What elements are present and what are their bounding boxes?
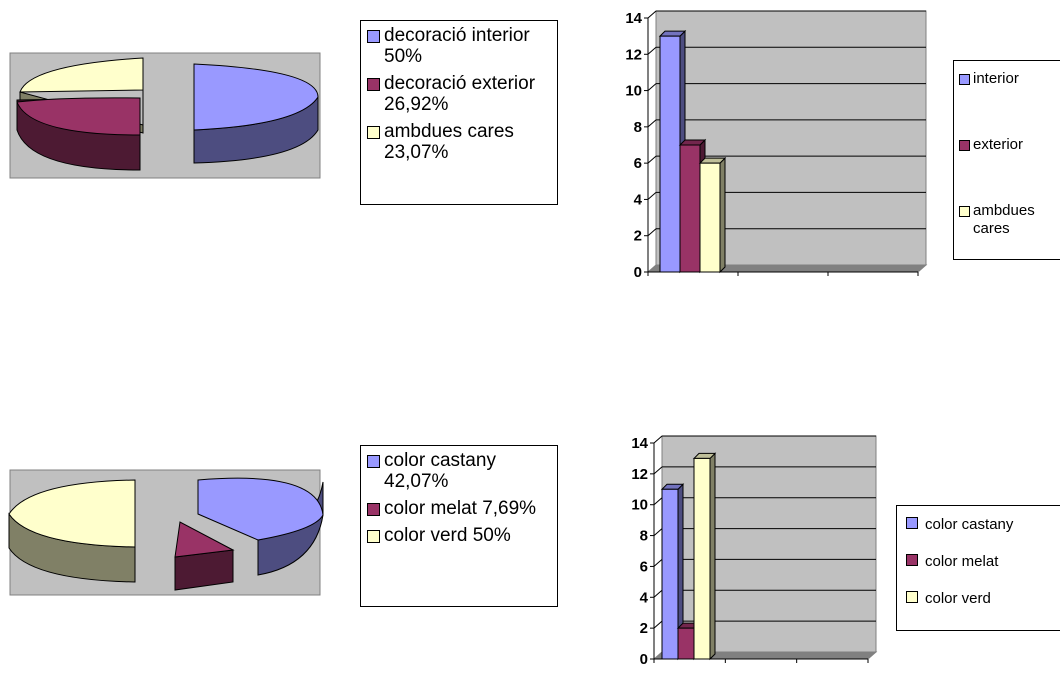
y-tick-label: 6 [640, 558, 648, 575]
y-tick-label: 10 [631, 497, 648, 514]
legend-item-castany: color castany [906, 514, 1060, 543]
legend-label: ambdues cares 23,07% [384, 121, 514, 163]
bar-interior [659, 35, 681, 273]
legend-swatch-blue [367, 455, 380, 468]
legend-item-ambdues: ambdues cares [959, 202, 1060, 259]
legend-swatch-maroon [959, 140, 970, 151]
legend-label: color melat [925, 553, 999, 570]
y-tick-label: 10 [625, 83, 642, 100]
legend-item-verd: color verd [906, 588, 1060, 617]
legend-item-exterior: exterior [959, 136, 1060, 193]
y-tick-label: 14 [625, 10, 642, 27]
y-tick-label: 6 [634, 155, 642, 172]
gridline-diagonal [647, 228, 657, 237]
pie-legend-1: decoració interior 50% decoració exterio… [360, 20, 558, 205]
gridline-diagonal [647, 155, 657, 164]
y-tick-label: 8 [640, 528, 648, 545]
bar-top [678, 139, 707, 146]
bar-legend-1: interior exterior ambdues cares [953, 60, 1060, 260]
legend-label: ambdues cares [973, 202, 1035, 237]
gridline-diagonal [647, 10, 657, 19]
bar-side [719, 156, 726, 274]
y-tick-label: 8 [634, 119, 642, 136]
pie-chart-1 [9, 52, 321, 179]
pie-2-slice-melat [174, 521, 235, 558]
gridline-diagonal [653, 435, 663, 444]
legend-item-interior: interior [959, 70, 1060, 127]
legend-label: exterior [973, 136, 1024, 153]
gridline-diagonal [653, 528, 663, 536]
legend-item-castany: color castany 42,07% [367, 450, 557, 492]
legend-item-exterior: decoració exterior 26,92% [367, 73, 557, 115]
gridline-diagonal [653, 620, 663, 629]
legend-label: color verd [925, 590, 991, 607]
legend-item-verd: color verd 50% [367, 525, 557, 546]
y-tick-label: 12 [631, 466, 648, 483]
legend-label: color castany [925, 516, 1014, 533]
bar-top [698, 157, 727, 164]
legend-item-melat: color melat [906, 551, 1060, 580]
legend-label: interior [973, 70, 1019, 87]
gridline-diagonal [647, 46, 657, 55]
pie-1-slice-ambdues [19, 57, 144, 93]
bar-ambdues-cares [699, 162, 721, 273]
bar-color-castany [661, 488, 679, 660]
y-tick-label: 4 [634, 191, 643, 208]
legend-label: color castany 42,07% [384, 450, 496, 492]
legend-swatch-maroon [367, 78, 380, 91]
bar-chart-2: 0 2 4 6 8 10 12 14 [631, 435, 878, 668]
pie-1-slice-interior [193, 63, 319, 131]
legend-swatch-yellow [959, 206, 970, 217]
legend-label: decoració interior 50% [384, 25, 530, 67]
gridline-diagonal [647, 119, 657, 128]
legend-swatch-maroon [906, 554, 918, 566]
pie-chart-2 [8, 469, 324, 596]
gridline-diagonal [653, 559, 663, 567]
gridline-diagonal [653, 466, 663, 475]
gridline-diagonal [653, 589, 663, 598]
pie-2-slice-verd [8, 479, 136, 548]
y-tick-label: 14 [631, 435, 648, 452]
legend-item-melat: color melat 7,69% [367, 498, 557, 519]
bar-color-melat [677, 627, 695, 660]
y-tick-label: 4 [640, 589, 649, 606]
legend-swatch-yellow [906, 591, 918, 603]
pie-1-slice-exterior [16, 97, 141, 136]
pie-2-slice-castany [197, 477, 324, 541]
legend-label: color melat 7,69% [384, 498, 537, 519]
legend-swatch-yellow [367, 126, 380, 139]
y-tick-label: 2 [640, 620, 648, 637]
legend-item-ambdues: ambdues cares 23,07% [367, 121, 557, 163]
bar-side [709, 452, 716, 661]
gridline-diagonal [647, 192, 657, 200]
gridline-diagonal [647, 83, 657, 91]
bar-color-verd [693, 457, 711, 660]
legend-label: decoració exterior 26,92% [384, 73, 536, 115]
legend-swatch-maroon [367, 503, 380, 516]
legend-swatch-yellow [367, 530, 380, 543]
legend-item-interior: decoració interior 50% [367, 25, 557, 67]
legend-swatch-blue [959, 74, 970, 85]
legend-swatch-blue [367, 30, 380, 43]
y-tick-label: 0 [640, 651, 648, 668]
pie-legend-2: color castany 42,07% color melat 7,69% c… [360, 445, 558, 607]
legend-label: color verd 50% [384, 525, 511, 546]
legend-swatch-blue [906, 517, 918, 529]
y-tick-label: 2 [634, 228, 642, 245]
bar-legend-2: color castany color melat color verd [896, 505, 1060, 631]
gridline-diagonal [653, 497, 663, 506]
bar-chart-1: 0 2 4 6 8 10 12 14 [625, 10, 928, 281]
bar-exterior [679, 144, 701, 273]
y-tick-label: 12 [625, 46, 642, 63]
y-tick-label: 0 [634, 264, 642, 281]
bar-top [658, 30, 687, 37]
